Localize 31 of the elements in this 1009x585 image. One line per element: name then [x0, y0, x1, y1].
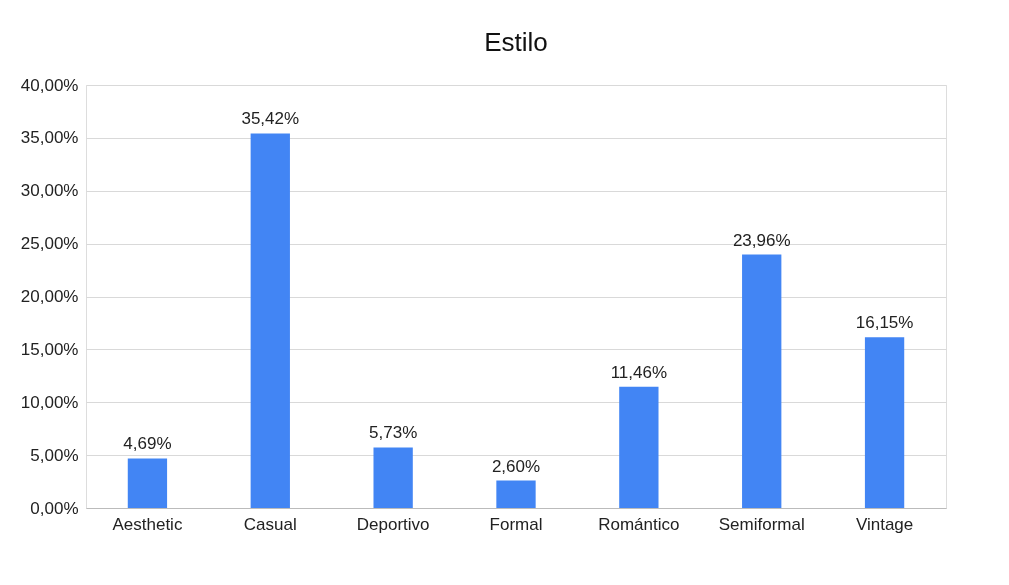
data-label: 23,96%	[732, 230, 791, 250]
data-label: 2,60%	[491, 456, 541, 476]
y-tick-label: 15,00%	[20, 339, 79, 359]
x-tick-label: Deportivo	[356, 514, 430, 534]
y-tick-label: 5,00%	[30, 445, 79, 465]
y-tick-label: 25,00%	[20, 234, 79, 254]
x-tick-label: Casual	[243, 514, 297, 534]
data-label: 5,73%	[369, 423, 418, 443]
x-tick-label: Vintage	[855, 514, 914, 534]
x-tick-label: Semiformal	[718, 514, 805, 534]
data-label: 4,69%	[123, 434, 172, 454]
y-tick-label: 10,00%	[20, 392, 79, 412]
bar	[742, 254, 782, 508]
chart-title: Estilo	[484, 27, 548, 57]
data-label: 16,15%	[855, 313, 914, 333]
y-tick-label: 30,00%	[20, 181, 79, 201]
y-tick-label: 0,00%	[30, 498, 79, 518]
x-tick-label: Formal	[489, 514, 543, 534]
y-tick-label: 40,00%	[20, 75, 79, 95]
x-tick-label: Aesthetic	[112, 514, 183, 534]
y-tick-label: 35,00%	[20, 128, 79, 148]
bar	[127, 458, 168, 508]
y-tick-label: 20,00%	[20, 287, 79, 306]
bar	[496, 480, 536, 508]
data-label: 11,46%	[610, 362, 668, 382]
bar	[250, 133, 290, 508]
bar	[373, 447, 413, 508]
bar	[864, 337, 905, 508]
x-tick-label: Romántico	[598, 514, 680, 534]
bar	[619, 386, 659, 508]
data-label: 35,42%	[241, 109, 300, 129]
